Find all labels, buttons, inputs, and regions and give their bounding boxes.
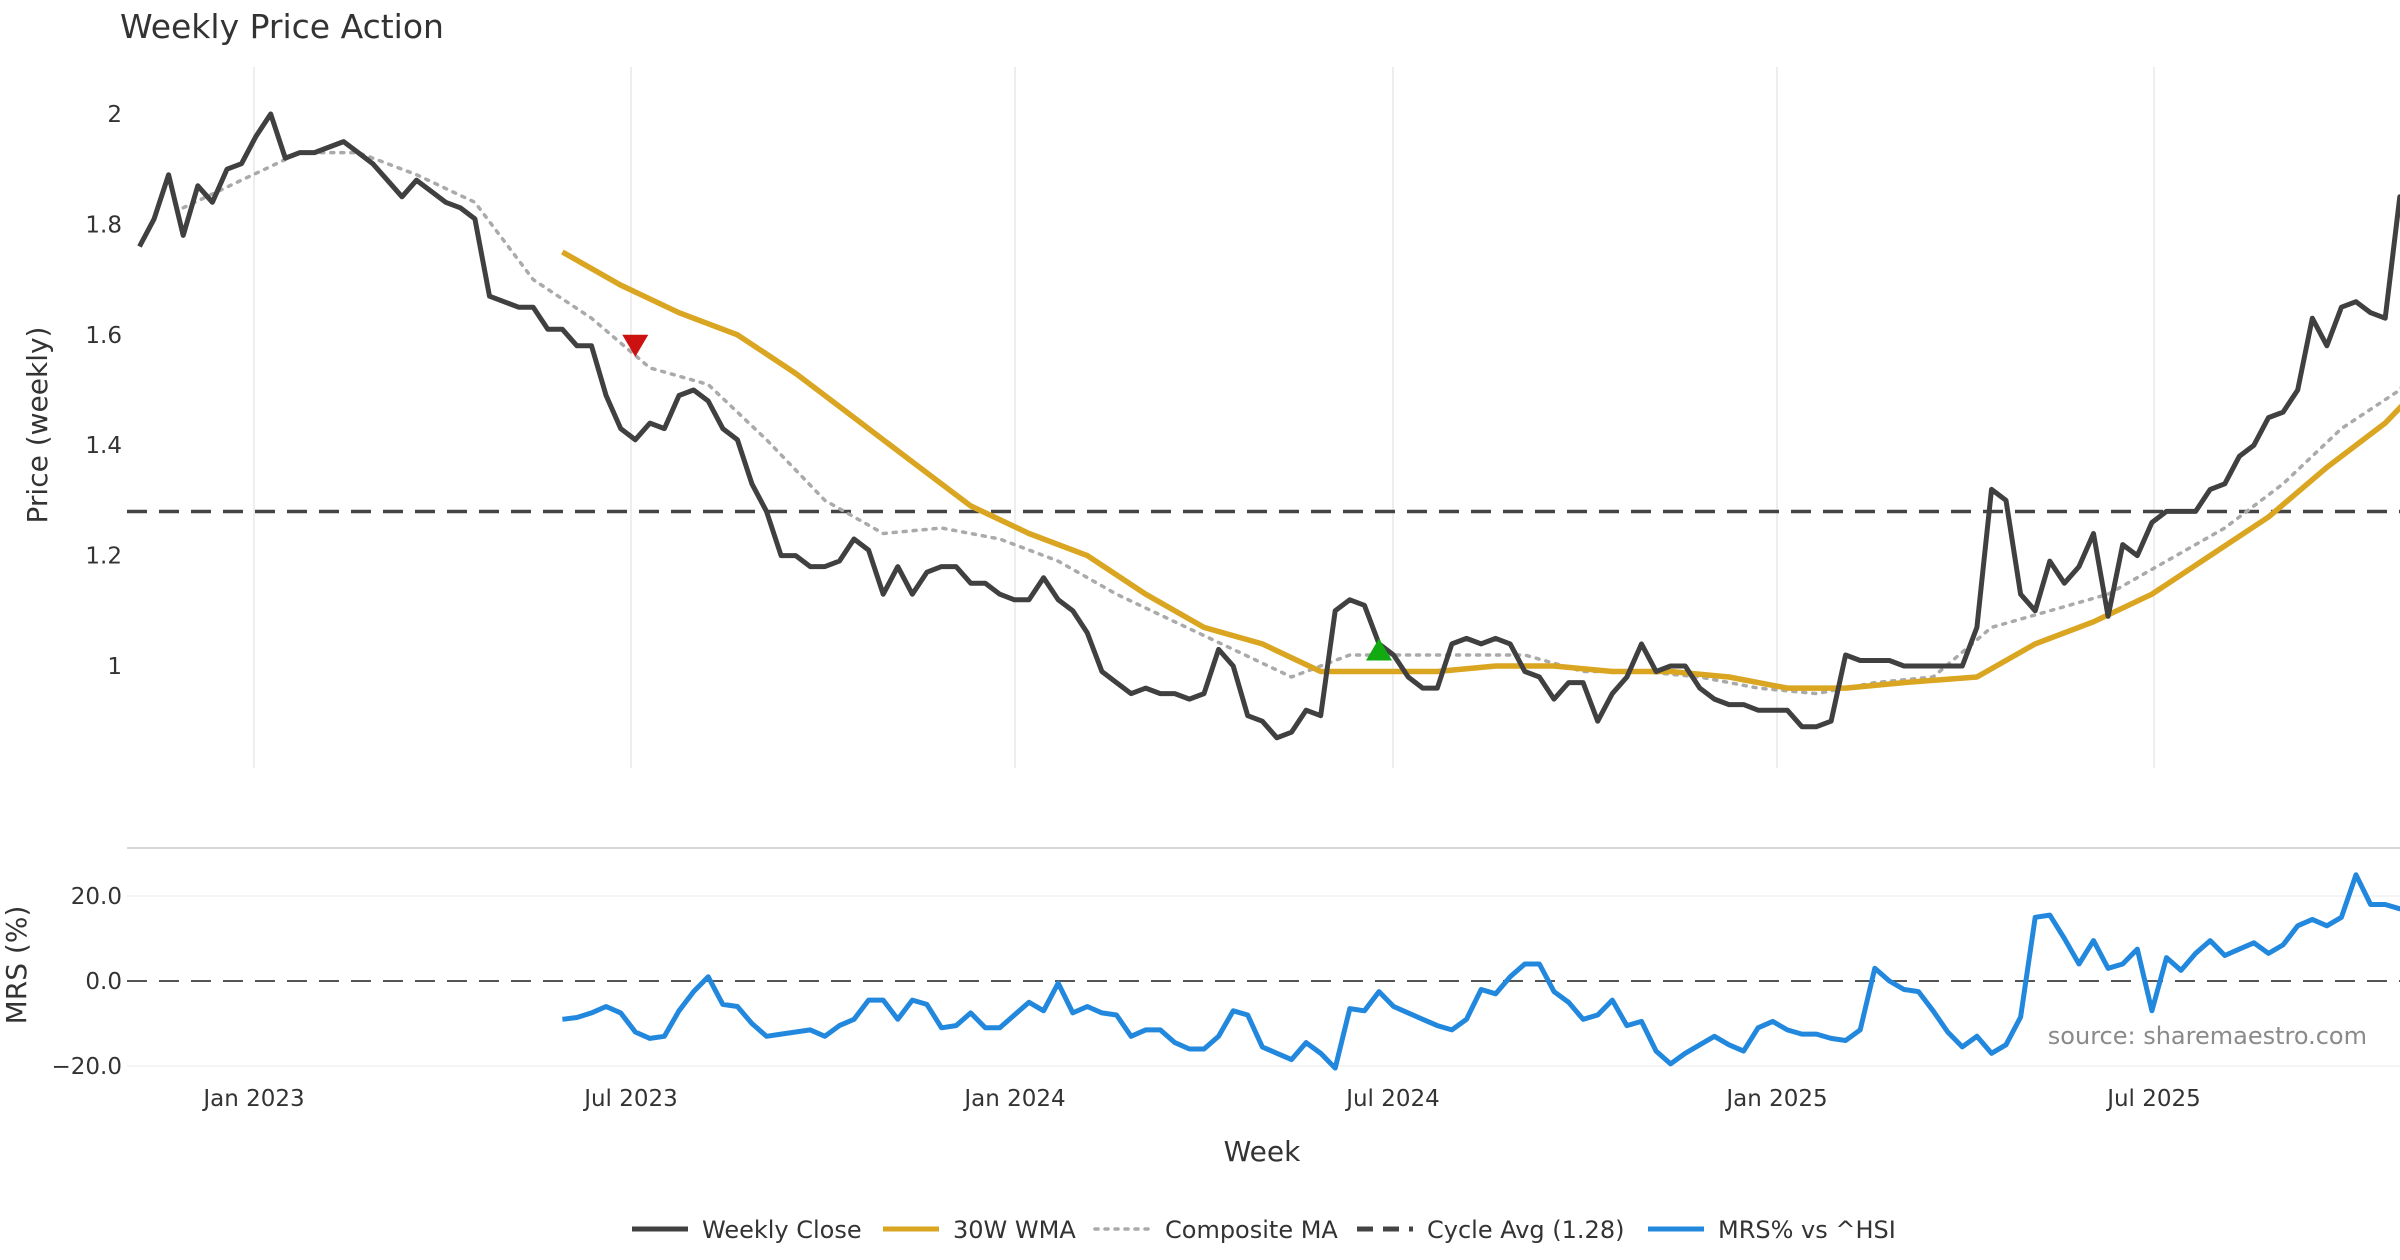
x-tick-label: Jan 2023 [201,1086,304,1112]
mrs-panel-grid [127,895,2400,1067]
mrs-y-tick-label: −20.0 [52,1054,122,1080]
mrs-y-ticks: 20.0 0.0 −20.0 [52,884,122,1080]
legend-label-cycle-avg-1-28: Cycle Avg (1.28) [1427,1216,1624,1244]
x-ticks: Jan 2023 Jul 2023 Jan 2024 Jul 2024 Jan 2025… [201,1086,2200,1112]
price-y-tick-label: 1.4 [85,433,122,459]
x-tick-label: Jul 2024 [1344,1086,1440,1112]
source-annotation: source: sharemaestro.com [2048,1022,2367,1050]
series-30w-wma [561,249,2400,691]
price-series-group [127,111,2400,741]
legend-label-composite-ma: Composite MA [1165,1216,1338,1244]
x-tick-label: Jan 2025 [1724,1086,1827,1112]
legend: Weekly Close 30W WMA Composite MA Cycle Avg… [632,1216,1896,1244]
x-tick-label: Jan 2024 [962,1086,1065,1112]
series-composite-ma [181,150,2400,696]
mrs-y-tick-label: 0.0 [85,969,122,995]
x-axis-label: Week [1224,1135,1301,1168]
price-y-tick-label: 1 [107,654,122,680]
price-y-tick-label: 1.6 [85,323,122,349]
price-y-ticks: 2 1.8 1.6 1.4 1.2 1 [85,102,122,680]
buy-signal-marker [1365,638,1392,661]
series-weekly-close [137,111,2400,741]
x-tick-label: Jul 2023 [582,1086,678,1112]
price-y-tick-label: 1.8 [85,212,122,238]
x-tick-label: Jul 2025 [2105,1086,2201,1112]
price-y-axis-label: Price (weekly) [21,327,54,524]
mrs-y-axis-label: MRS (%) [0,906,33,1025]
legend-label-30w-wma: 30W WMA [953,1216,1076,1244]
series-mrs-vs-hsi [562,872,2400,1071]
price-panel-grid [253,67,2155,768]
chart-title: Weekly Price Action [120,7,444,46]
mrs-y-tick-label: 20.0 [71,884,122,910]
legend-label-weekly-close: Weekly Close [702,1216,862,1244]
legend-label-mrs-vs-hsi: MRS% vs ^HSI [1718,1216,1896,1244]
price-y-tick-label: 1.2 [85,544,122,570]
mrs-series-group [127,872,2400,1071]
sell-signal-marker [622,334,649,357]
price-y-tick-label: 2 [107,102,122,128]
signal-markers [622,334,1392,661]
